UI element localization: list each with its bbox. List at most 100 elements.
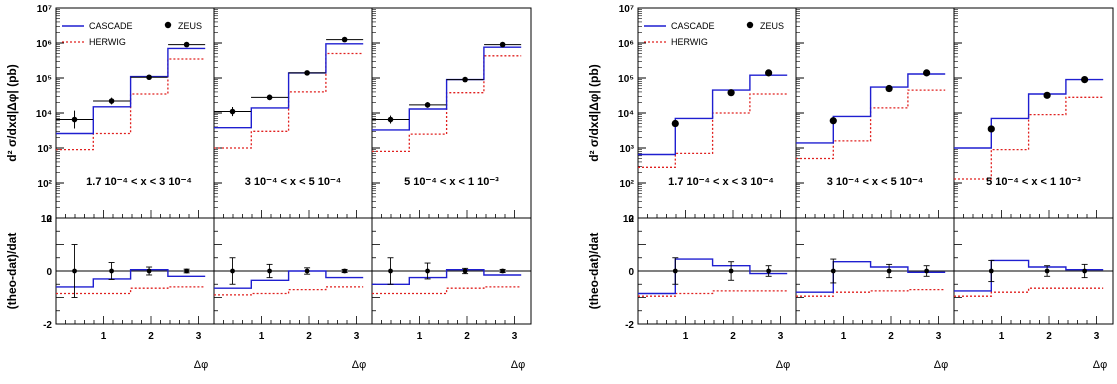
fig1-panel1-ratio-data-point xyxy=(109,268,114,274)
fig2-panel2-x-range-label: 3 10⁻⁴ < x < 5 10⁻⁴ xyxy=(827,176,924,188)
fig1-legend-zeus-marker xyxy=(164,21,172,29)
fig2-panel1-x-axis-label: Δφ xyxy=(776,359,790,371)
fig2-ytick-top-label: 10 xyxy=(623,214,635,225)
fig2-ytick-top-label: 10⁵ xyxy=(618,74,634,85)
fig2-panel2-data-point xyxy=(829,117,837,125)
fig1-panel3-xtick-label: 1 xyxy=(417,331,423,342)
fig1-ytick-top-label: 10³ xyxy=(38,144,53,155)
fig1-panel3-ratio-data-point xyxy=(425,268,430,274)
fig1-legend-cascade-label: CASCADE xyxy=(89,21,133,31)
fig2-ytick-top-label: 10² xyxy=(620,179,635,190)
fig2-panel2-ratio-cascade-line xyxy=(796,261,946,293)
fig2-panel2-ratio-data-point xyxy=(886,268,892,274)
fig1-y-axis-label-bottom: (theo-dat)/dat xyxy=(5,233,19,310)
fig1-panel1-xtick-label: 1 xyxy=(101,331,107,342)
fig1-panel3-cascade-line xyxy=(372,46,522,131)
fig1-panel2-ratio-cascade-line xyxy=(214,270,364,289)
fig1-panel3-ratio-data-point xyxy=(500,268,506,274)
fig2-panel1-herwig-line xyxy=(638,93,788,168)
fig1-panel2-x-range-label: 3 10⁻⁴ < x < 5 10⁻⁴ xyxy=(245,176,342,188)
fig1-panel2-ratio-data-point xyxy=(230,268,235,274)
fig2-panel3-x-axis-label: Δφ xyxy=(1093,359,1107,371)
fig1-y-axis-label-top: d² σ/dxd|Δφ| (pb) xyxy=(5,64,19,161)
fig2-panel-3 xyxy=(953,7,1114,325)
fig2-panel2-data-point xyxy=(923,69,931,77)
fig1-panel1-xtick-label: 3 xyxy=(196,331,202,342)
fig2-panel2-data-point xyxy=(885,84,893,93)
fig1-panel1-x-axis-label: Δφ xyxy=(194,359,208,371)
fig1-panel2-data-point xyxy=(266,94,273,101)
fig1-panel1-data-point xyxy=(108,98,115,104)
fig2-panel3-ratio-data-point xyxy=(988,268,994,274)
fig2-legend-zeus-marker xyxy=(746,21,754,29)
fig1-panel3-xtick-label: 2 xyxy=(464,331,470,342)
fig1-panel1-ratio-data-point xyxy=(146,268,152,274)
fig1-panel1-xtick-label: 2 xyxy=(148,331,154,342)
fig2-panel2-xtick-label: 1 xyxy=(841,331,847,342)
fig2-panel2-ratio-data-point xyxy=(830,268,836,274)
fig1-panel2-cascade-line xyxy=(214,43,364,129)
fig2-ytick-bottom-label: 2 xyxy=(628,214,634,225)
fig1-panel2-xtick-label: 1 xyxy=(259,331,265,342)
fig1-ytick-top-label: 10⁵ xyxy=(36,74,52,85)
fig1-panel3-data-point xyxy=(387,116,394,123)
fig2-panel1-data-point xyxy=(727,89,735,97)
fig2-legend-cascade-label: CASCADE xyxy=(671,21,715,31)
fig1-panel3-xtick-label: 3 xyxy=(512,331,518,342)
fig1-ytick-top-label: 10² xyxy=(38,179,53,190)
fig2-panel3-ratio-data-point xyxy=(1082,268,1088,274)
fig2-panel1-ratio-cascade-line xyxy=(638,258,788,295)
fig1-panel-1 xyxy=(55,7,215,325)
fig2-panel1-data-point xyxy=(671,119,679,128)
fig2-panel1-ratio-data-point xyxy=(728,268,734,274)
fig2-panel3-data-point xyxy=(987,125,995,133)
fig2-panel1-cascade-line xyxy=(638,74,788,156)
fig2-panel3-data-point xyxy=(1081,76,1089,84)
fig2-panel1-data-point xyxy=(765,69,773,77)
fig2-panel3-x-range-label: 5 10⁻⁴ < x < 1 10⁻³ xyxy=(986,176,1081,188)
fig1-panel2-xtick-label: 2 xyxy=(306,331,312,342)
fig1-panel3-x-range-label: 5 10⁻⁴ < x < 1 10⁻³ xyxy=(404,176,499,188)
fig2-panel2-ratio-data-point xyxy=(924,268,930,274)
fig1-panel1-data-point xyxy=(71,116,78,123)
fig1-panel2-ratio-data-point xyxy=(267,268,272,274)
fig2-panel3-data-point xyxy=(1043,91,1051,99)
fig1-ytick-top-label: 10⁴ xyxy=(36,109,52,120)
fig1-panel-2 xyxy=(213,7,373,325)
fig2-panel1-xtick-label: 3 xyxy=(778,331,784,342)
fig1-panel2-herwig-line xyxy=(214,52,364,149)
fig1-ytick-top-label: 10⁶ xyxy=(36,39,52,50)
fig2-panel3-xtick-label: 3 xyxy=(1094,331,1100,342)
fig2-panel2-xtick-label: 3 xyxy=(936,331,942,342)
fig2-panel3-xtick-label: 1 xyxy=(999,331,1005,342)
fig2-panel1-xtick-label: 2 xyxy=(730,331,736,342)
fig1-panel3-data-point xyxy=(499,41,506,48)
fig1-panel3-ratio-cascade-line xyxy=(372,269,522,285)
fig1-legend-zeus-label: ZEUS xyxy=(178,21,202,31)
fig1-ytick-bottom-label: 2 xyxy=(46,214,52,225)
fig1-panel1-ratio-cascade-line xyxy=(56,269,206,288)
fig2-panel2-ratio-herwig-line xyxy=(796,288,946,297)
fig2-ytick-bottom-label: 0 xyxy=(628,267,634,278)
fig1-ytick-top-label: 10⁷ xyxy=(37,4,52,15)
fig1-panel3-data-point xyxy=(462,76,468,83)
fig2-panel1-ratio-data-point xyxy=(672,268,678,274)
fig2-panel2-xtick-label: 2 xyxy=(888,331,894,342)
fig1-panel2-ratio-herwig-line xyxy=(214,286,364,296)
fig2-panel1-xtick-label: 1 xyxy=(683,331,689,342)
fig2-y-axis-label-top: d² σ/dxd|Δφ| (pb) xyxy=(587,64,601,161)
fig1-panel2-data-point xyxy=(229,108,236,115)
fig1-panel1-data-point xyxy=(183,41,190,48)
fig2-panel2-cascade-line xyxy=(796,73,946,144)
fig2-legend-herwig-label: HERWIG xyxy=(671,37,708,47)
fig2-panel3-ratio-herwig-line xyxy=(954,287,1104,297)
fig1-panel3-x-axis-label: Δφ xyxy=(511,359,525,371)
fig1-panel2-ratio-data-point xyxy=(342,268,348,274)
fig2-panel3-ratio-data-point xyxy=(1044,268,1050,274)
fig2-panel1-ratio-herwig-line xyxy=(638,290,788,297)
fig2-panel-1 xyxy=(637,7,797,325)
fig2-panel3-ratio-cascade-line xyxy=(954,259,1104,292)
fig1-panel1-x-range-label: 1.7 10⁻⁴ < x < 3 10⁻⁴ xyxy=(86,176,192,188)
fig2-panel2-x-axis-label: Δφ xyxy=(934,359,948,371)
